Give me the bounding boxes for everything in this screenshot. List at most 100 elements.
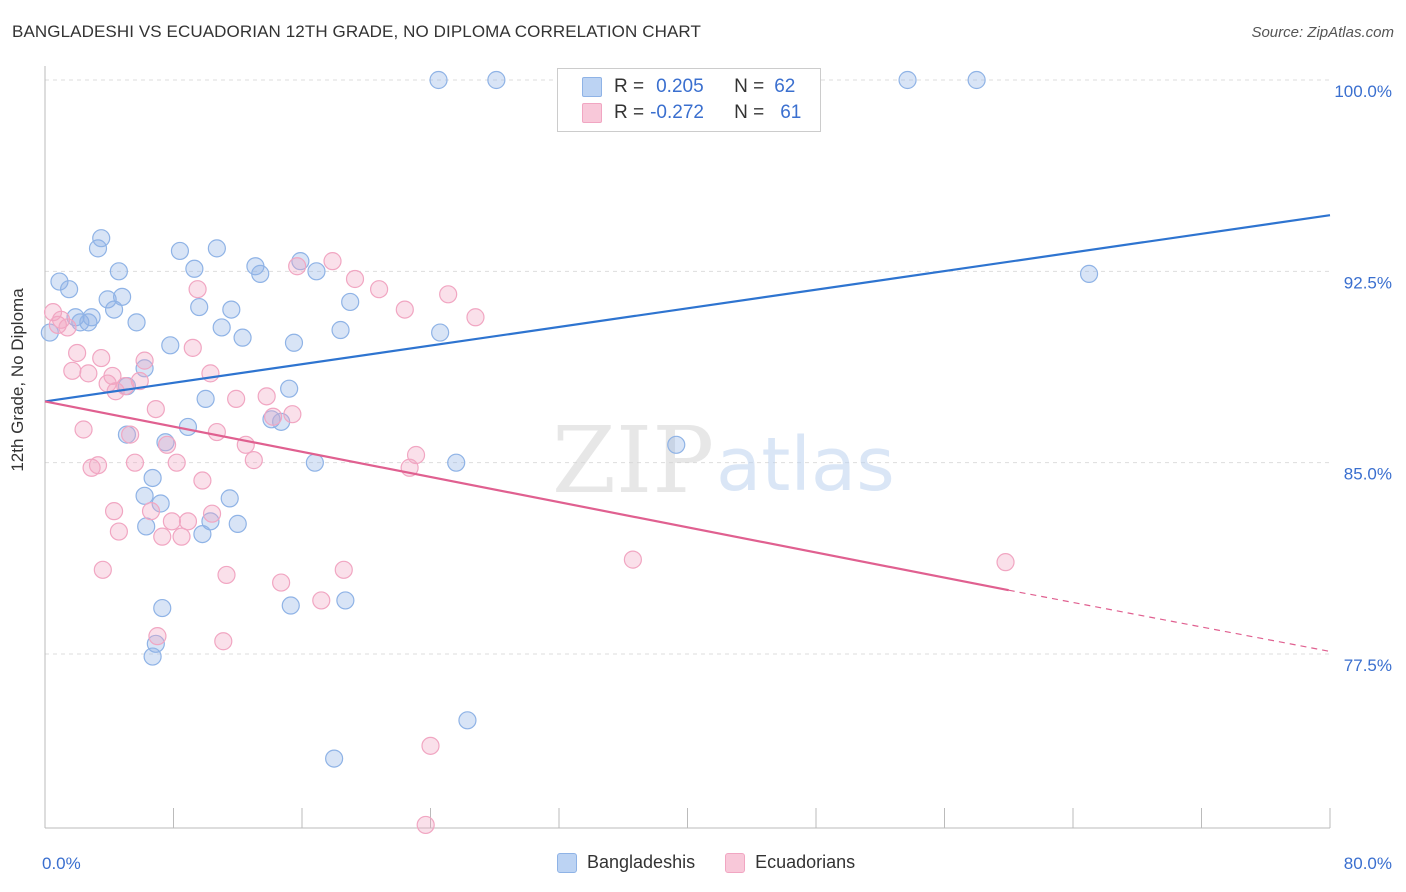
point-bangladeshi: [79, 313, 98, 332]
point-bangladeshi: [458, 711, 477, 730]
point-bangladeshi: [331, 320, 350, 340]
y-tick-label: 100.0%: [1334, 82, 1392, 101]
point-bangladeshi: [98, 290, 117, 309]
point-ecuadorian: [421, 736, 440, 755]
point-bangladeshi: [190, 297, 209, 317]
tick-labels: 77.5% 85.0% 92.5% 100.0% 0.0% 80.0%: [42, 82, 1392, 873]
legend-n-value: 61: [780, 102, 802, 123]
point-ecuadorian: [370, 280, 389, 299]
point-bangladeshi: [281, 596, 300, 615]
series-name: Ecuadorians: [755, 852, 856, 872]
point-ecuadorian: [416, 815, 435, 835]
point-ecuadorian: [207, 422, 226, 442]
point-ecuadorian: [146, 399, 165, 419]
point-ecuadorian: [148, 627, 167, 646]
point-ecuadorian: [202, 504, 222, 523]
y-tick-label: 77.5%: [1344, 656, 1392, 675]
point-bangladeshi: [325, 749, 344, 768]
point-bangladeshi: [153, 598, 172, 618]
point-bangladeshi: [220, 489, 239, 508]
point-ecuadorian: [217, 565, 236, 585]
point-bangladeshi: [151, 494, 170, 513]
point-ecuadorian: [623, 550, 642, 569]
trend-line-ecuadorians-extension: [1008, 589, 1331, 653]
point-ecuadorian: [125, 453, 145, 472]
point-bangladeshi: [196, 389, 215, 408]
point-ecuadorian: [257, 387, 276, 406]
point-ecuadorian: [439, 285, 458, 304]
point-bangladeshi: [307, 262, 326, 281]
point-ecuadorian: [109, 522, 128, 541]
point-bangladeshi: [222, 300, 241, 319]
trend-lines: [44, 214, 1331, 653]
series-swatch-blue: [557, 852, 577, 873]
y-axis-label: 12th Grade, No Diploma: [8, 180, 28, 580]
point-bangladeshi: [109, 262, 128, 281]
point-bangladeshi: [207, 239, 226, 258]
point-ecuadorian: [74, 420, 93, 439]
point-ecuadorian: [312, 591, 331, 610]
point-ecuadorian: [263, 407, 283, 426]
point-bangladeshi: [143, 468, 162, 488]
point-bangladeshi: [305, 453, 324, 472]
chart-title: BANGLADESHI VS ECUADORIAN 12TH GRADE, NO…: [12, 22, 701, 41]
legend-n-label: N =: [734, 76, 765, 97]
point-ecuadorian: [244, 451, 263, 470]
point-ecuadorian: [188, 280, 207, 299]
point-ecuadorian: [92, 348, 111, 368]
point-bangladeshi: [336, 591, 355, 610]
x-tick-label: 0.0%: [42, 854, 81, 873]
point-ecuadorian: [121, 425, 140, 444]
point-ecuadorian: [183, 338, 202, 357]
point-bangladeshi: [137, 517, 156, 536]
point-bangladeshi: [251, 264, 270, 283]
legend-row-bangladeshis: R = 0.205 N = 62: [582, 75, 795, 99]
point-bangladeshi: [429, 70, 448, 90]
axes: [44, 66, 1331, 829]
point-ecuadorian: [63, 361, 82, 380]
point-bangladeshi: [487, 70, 506, 90]
series-swatch-pink: [725, 852, 746, 873]
point-bangladeshi: [161, 336, 180, 355]
watermark: ZIP atlas: [552, 407, 895, 514]
point-ecuadorian: [283, 405, 302, 424]
point-ecuadorian: [345, 269, 365, 289]
point-bangladeshi: [284, 333, 304, 352]
point-ecuadorian: [272, 573, 291, 592]
series-legend: Bangladeshis Ecuadorians: [557, 852, 885, 873]
point-ecuadorian: [58, 318, 77, 337]
point-ecuadorian: [79, 364, 98, 383]
point-bangladeshi: [50, 272, 69, 291]
legend-n-value: 62: [774, 76, 796, 97]
point-bangladeshi: [143, 647, 162, 666]
point-ecuadorian: [406, 445, 426, 465]
trend-line-bangladeshis: [44, 214, 1331, 403]
point-ecuadorian: [141, 502, 161, 521]
point-ecuadorian: [103, 366, 122, 386]
point-ecuadorian: [162, 512, 181, 531]
point-bangladeshi: [82, 308, 101, 327]
series-name: Bangladeshis: [587, 852, 696, 872]
gridlines: [45, 79, 1330, 655]
point-bangladeshi: [233, 328, 252, 347]
source-label: Source: ZipAtlas.com: [1251, 24, 1394, 41]
legend-r-value: -0.272: [650, 102, 704, 123]
point-ecuadorian: [178, 512, 198, 531]
point-ecuadorian: [88, 456, 108, 475]
point-bangladeshi: [193, 524, 212, 544]
legend-r-value: 0.205: [656, 76, 704, 97]
y-tick-label: 85.0%: [1344, 465, 1392, 484]
point-bangladeshi: [178, 417, 198, 437]
data-points: [40, 70, 1099, 835]
legend-r-label: R =: [614, 76, 645, 97]
y-axis-label-text: 12th Grade, No Diploma: [8, 288, 27, 472]
x-tick-label: 80.0%: [1344, 854, 1392, 873]
point-ecuadorian: [395, 300, 414, 319]
point-bangladeshi: [667, 435, 686, 454]
point-ecuadorian: [130, 371, 149, 391]
legend-swatch-blue: [582, 77, 602, 97]
point-ecuadorian: [68, 343, 87, 363]
point-ecuadorian: [167, 453, 186, 472]
point-bangladeshi: [212, 318, 231, 337]
